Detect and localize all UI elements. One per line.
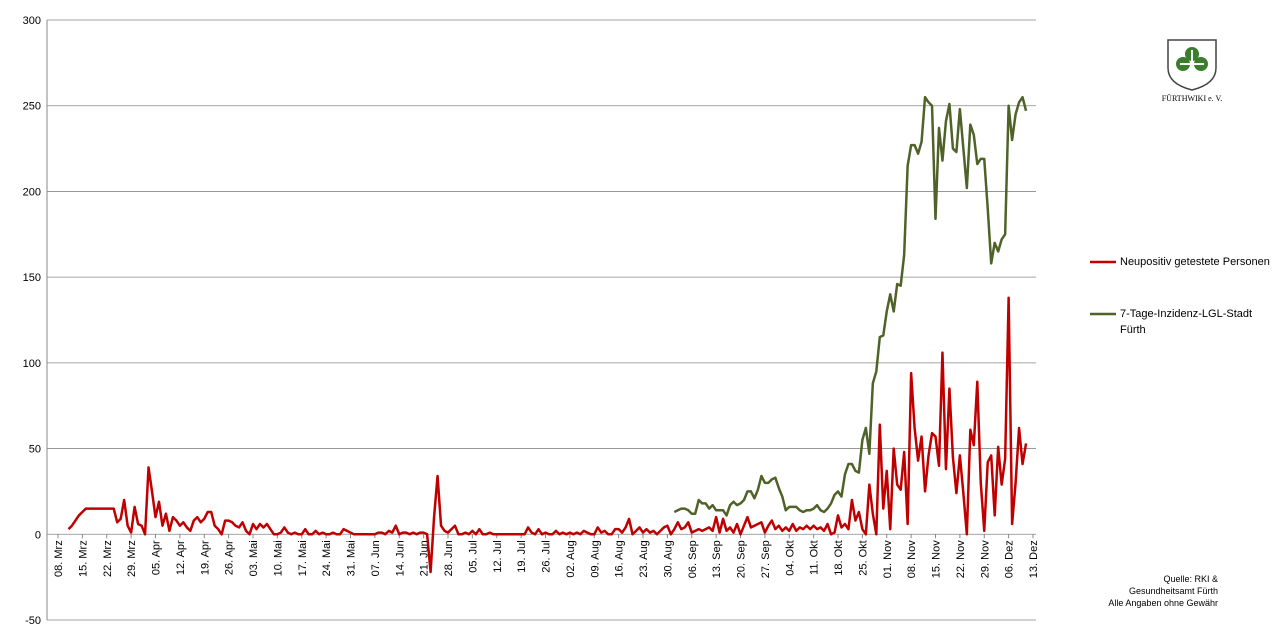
source-note: Quelle: RKI & [1163,574,1218,584]
source-note: Alle Angaben ohne Gewähr [1108,598,1218,608]
x-tick-label: 10. Mai [272,540,284,576]
x-tick-label: 12. Apr [175,540,187,575]
x-tick-label: 09. Aug [589,540,601,577]
x-tick-label: 05. Jul [467,540,479,572]
x-tick-label: 05. Apr [151,540,163,575]
x-tick-label: 07. Jun [370,540,382,576]
x-tick-label: 30. Aug [662,540,674,577]
x-tick-label: 14. Jun [394,540,406,576]
x-tick-label: 29. Nov [979,540,991,578]
y-tick-label: 300 [23,15,41,27]
y-tick-label: 150 [23,272,41,284]
y-tick-label: 250 [23,101,41,113]
source-note: Gesundheitsamt Fürth [1128,586,1218,596]
y-tick-label: 0 [35,529,41,541]
x-tick-label: 08. Nov [906,540,918,578]
x-tick-label: 04. Okt [784,540,796,575]
y-tick-label: -50 [25,615,41,627]
x-tick-label: 15. Nov [931,540,943,578]
x-tick-label: 13. Sep [711,540,723,578]
x-tick-label: 11. Okt [809,540,821,575]
x-tick-label: 06. Dez [1004,540,1016,578]
x-tick-label: 01. Nov [882,540,894,578]
x-tick-label: 24. Mai [321,540,333,576]
x-tick-label: 27. Sep [760,540,772,578]
legend-label: Neupositiv getestete Personen [1120,256,1270,268]
series-line [673,95,1028,517]
x-tick-label: 03. Mai [248,540,260,576]
x-tick-label: 13. Dez [1028,540,1040,578]
x-tick-label: 19. Jul [516,540,528,572]
logo [1167,39,1217,91]
x-tick-label: 02. Aug [565,540,577,577]
legend-label: 7-Tage-Inzidenz-LGL-Stadt Fürth [1120,308,1253,336]
logo-text: FÜRTHWIKI e. V. [1162,94,1223,103]
y-tick-label: 100 [23,358,41,370]
x-tick-label: 22. Mrz [102,540,114,577]
x-tick-label: 23. Aug [638,540,650,577]
x-tick-label: 18. Okt [833,540,845,575]
x-tick-label: 31. Mai [346,540,358,576]
x-tick-label: 19. Apr [199,540,211,575]
x-tick-label: 20. Sep [736,540,748,578]
x-tick-label: 26. Apr [224,540,236,575]
x-tick-label: 15. Mrz [77,540,89,577]
x-tick-label: 29. Mrz [126,540,138,577]
x-tick-label: 22. Nov [955,540,967,578]
series-line [67,296,1028,574]
x-tick-label: 28. Jun [443,540,455,576]
x-tick-label: 16. Aug [614,540,626,577]
x-tick-label: 12. Jul [492,540,504,572]
x-tick-label: 25. Okt [857,540,869,575]
y-tick-label: 50 [29,444,41,456]
x-tick-label: 06. Sep [687,540,699,578]
x-tick-label: 08. Mrz [53,540,65,577]
x-tick-label: 17. Mai [297,540,309,576]
x-tick-label: 26. Jul [541,540,553,572]
y-tick-label: 200 [23,186,41,198]
